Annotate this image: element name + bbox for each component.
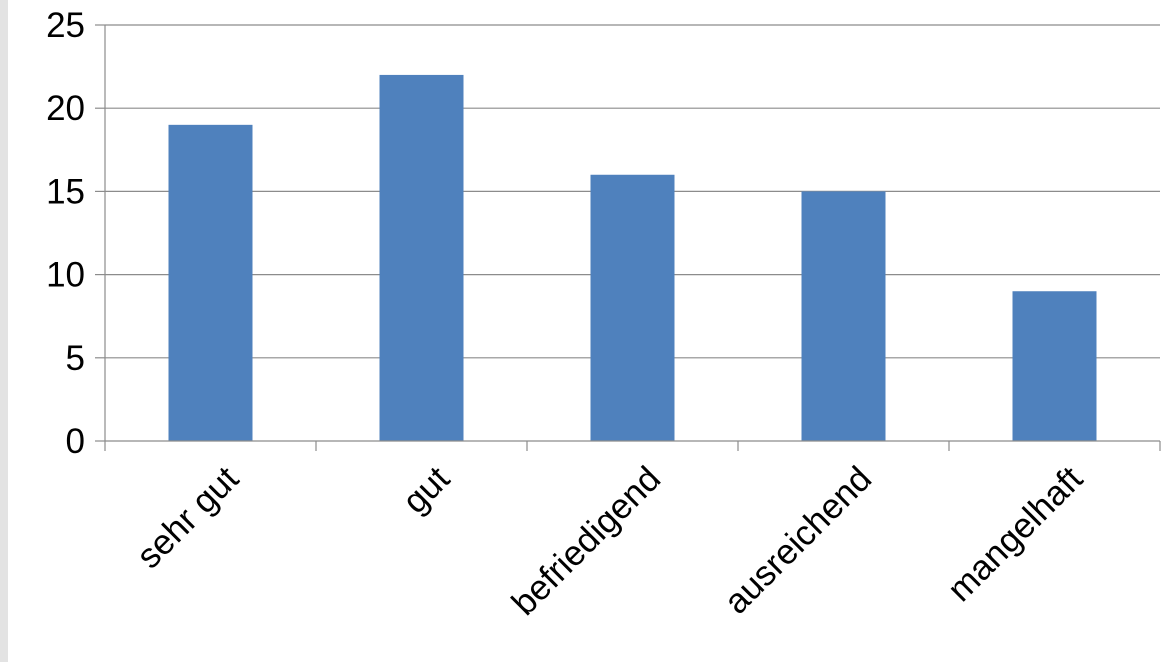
y-tick-label: 25 <box>46 6 85 45</box>
x-tick-label: gut <box>395 459 457 521</box>
bar-ausreichend <box>801 191 886 441</box>
y-tick-label: 15 <box>46 172 85 211</box>
bar-befriedigend <box>590 174 675 441</box>
axes <box>95 24 1161 451</box>
x-tick-label: ausreichend <box>717 459 879 621</box>
bar-sehr-gut <box>168 124 253 441</box>
bar-mangelhaft <box>1012 291 1097 441</box>
left-edge-border <box>0 0 8 662</box>
bar-gut <box>379 74 464 442</box>
x-tick-label: mangelhaft <box>940 459 1090 609</box>
x-tick-label: sehr gut <box>129 459 246 576</box>
y-tick-label: 0 <box>66 422 85 461</box>
y-tick-label: 20 <box>46 89 85 128</box>
x-tick-label: befriedigend <box>504 459 668 623</box>
y-tick-label: 5 <box>66 339 85 378</box>
bars <box>168 74 1097 442</box>
y-tick-label: 10 <box>46 256 85 295</box>
